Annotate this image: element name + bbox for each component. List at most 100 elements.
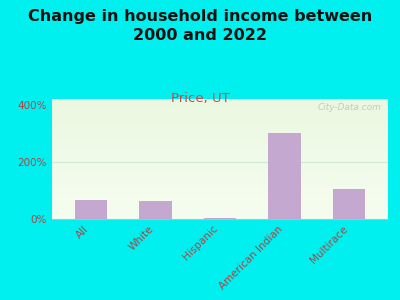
Bar: [52, 165, 388, 166]
Bar: [52, 130, 388, 131]
Bar: [52, 151, 388, 152]
Bar: [52, 173, 388, 174]
Bar: [52, 196, 388, 197]
Bar: [52, 181, 388, 182]
Bar: [52, 215, 388, 216]
Bar: [52, 208, 388, 209]
Bar: [52, 180, 388, 181]
Bar: [52, 193, 388, 194]
Bar: [52, 169, 388, 170]
Bar: [52, 138, 388, 139]
Bar: [52, 160, 388, 161]
Text: Change in household income between
2000 and 2022: Change in household income between 2000 …: [28, 9, 372, 43]
Bar: [52, 126, 388, 127]
Bar: [52, 213, 388, 214]
Bar: [52, 157, 388, 158]
Bar: [52, 134, 388, 135]
Bar: [52, 159, 388, 160]
Bar: [52, 124, 388, 125]
Bar: [52, 153, 388, 154]
Bar: [52, 156, 388, 157]
Bar: [52, 209, 388, 210]
Bar: [52, 102, 388, 103]
Bar: [52, 189, 388, 190]
Bar: [52, 179, 388, 180]
Bar: [52, 108, 388, 109]
Bar: [52, 155, 388, 156]
Bar: [52, 166, 388, 167]
Bar: [52, 154, 388, 155]
Bar: [52, 192, 388, 193]
Bar: [52, 161, 388, 162]
Bar: [52, 125, 388, 126]
Bar: [52, 205, 388, 206]
Bar: [52, 115, 388, 116]
Bar: [52, 136, 388, 137]
Bar: [52, 216, 388, 217]
Bar: [52, 145, 388, 146]
Bar: [52, 178, 388, 179]
Bar: [52, 111, 388, 112]
Bar: [52, 109, 388, 110]
Bar: [52, 204, 388, 205]
Bar: [52, 199, 388, 200]
Bar: [268, 133, 301, 219]
Bar: [52, 202, 388, 203]
Bar: [52, 116, 388, 117]
Bar: [52, 129, 388, 130]
Bar: [52, 123, 388, 124]
Bar: [52, 206, 388, 207]
Bar: [52, 163, 388, 164]
Bar: [52, 195, 388, 196]
Bar: [52, 187, 388, 188]
Bar: [52, 104, 388, 105]
Bar: [52, 142, 388, 143]
Bar: [52, 143, 388, 144]
Bar: [52, 217, 388, 218]
Bar: [52, 211, 388, 212]
Bar: [52, 137, 388, 138]
Bar: [52, 198, 388, 199]
Bar: [52, 182, 388, 183]
Bar: [52, 128, 388, 129]
Bar: [52, 197, 388, 198]
Bar: [52, 191, 388, 192]
Bar: [52, 100, 388, 101]
Bar: [52, 101, 388, 102]
Bar: [52, 164, 388, 165]
Bar: [52, 105, 388, 106]
Bar: [52, 194, 388, 195]
Bar: [52, 140, 388, 141]
Bar: [139, 201, 172, 219]
Bar: [52, 188, 388, 189]
Bar: [52, 110, 388, 111]
Bar: [52, 172, 388, 173]
Bar: [52, 144, 388, 145]
Bar: [52, 190, 388, 191]
Bar: [52, 117, 388, 118]
Bar: [52, 106, 388, 107]
Bar: [52, 177, 388, 178]
Bar: [52, 118, 388, 119]
Bar: [52, 119, 388, 120]
Bar: [52, 107, 388, 108]
Bar: [52, 168, 388, 169]
Bar: [52, 174, 388, 175]
Bar: [52, 135, 388, 136]
Bar: [52, 185, 388, 186]
Bar: [52, 132, 388, 133]
Bar: [52, 121, 388, 122]
Bar: [52, 175, 388, 176]
Bar: [52, 122, 388, 123]
Bar: [52, 112, 388, 113]
Bar: [52, 103, 388, 104]
Bar: [52, 186, 388, 187]
Bar: [52, 218, 388, 219]
Bar: [52, 203, 388, 204]
Bar: [52, 201, 388, 202]
Bar: [52, 214, 388, 215]
Bar: [52, 127, 388, 128]
Text: Price, UT: Price, UT: [171, 92, 229, 104]
Bar: [52, 150, 388, 151]
Bar: [52, 113, 388, 114]
